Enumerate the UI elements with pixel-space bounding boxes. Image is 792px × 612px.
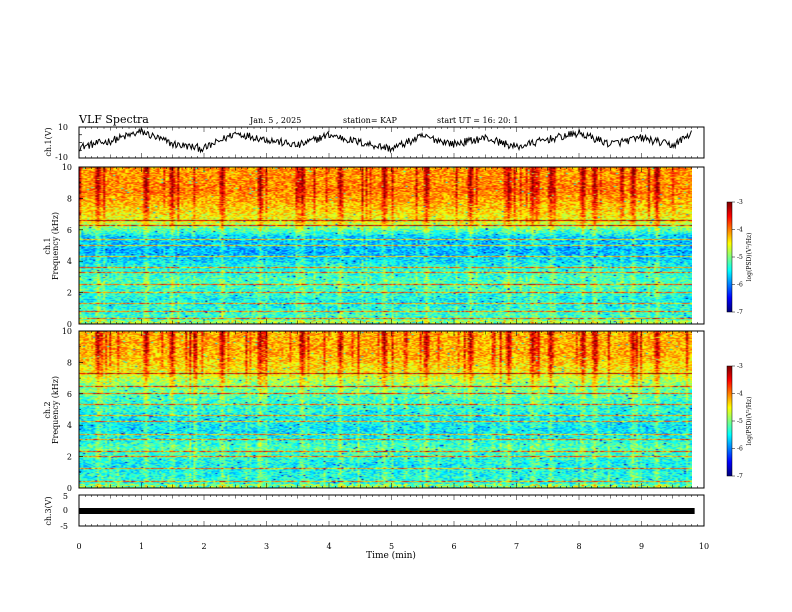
time-tick-label: 4 [326, 542, 331, 551]
ch2-colorbar-tick-label: -4 [737, 391, 743, 398]
time-tick-label: 2 [201, 542, 206, 551]
ch1-tick-top: 10 [58, 123, 68, 132]
ch1-colorbar: -3 -4 -5 -6 -7 log(PSD)(V²/Hz) [726, 199, 753, 316]
ch2-spectrogram-heatmap [79, 331, 692, 488]
ch1-spectrogram-ytick-label: 10 [62, 163, 72, 172]
time-tick-label: 1 [139, 542, 144, 551]
ch2-spectrogram-panel: 0 2 4 6 8 10 ch.2 Frequency (kHz) [43, 327, 705, 493]
time-tick-label: 10 [699, 542, 709, 551]
ch1-tick-bottom: -10 [55, 153, 68, 162]
time-axis-ticks: 0 1 2 3 4 5 6 7 8 9 10 [76, 127, 709, 551]
ch2-colorbar-tick-label: -3 [737, 363, 743, 370]
ch3-waveform-ylabel: ch.3(V) [44, 496, 53, 525]
time-tick-label: 5 [389, 542, 394, 551]
ch2-spectrogram-ytick-label: 2 [67, 453, 72, 462]
ch2-colorbar-gradient [727, 366, 732, 476]
ch2-spectrogram-ytick-label: 6 [67, 390, 72, 399]
ch2-colorbar-tick-label: -7 [737, 473, 743, 480]
ch2-spectrogram-ytick-label: 0 [67, 484, 72, 493]
ch1-spectrogram-heatmap [79, 167, 692, 324]
ch1-spectrogram-ytick-label: 6 [67, 226, 72, 235]
ch1-waveform-panel: 10 -10 ch.1(V) [44, 123, 705, 162]
station-label: station= KAP [343, 116, 398, 125]
ch1-spectrogram-ytick-label: 0 [67, 320, 72, 329]
ch2-spectrogram-channel-label: ch.2 [43, 401, 52, 418]
ch1-waveform-ylabel: ch.1(V) [44, 127, 53, 156]
ch1-colorbar-label: log(PSD)(V²/Hz) [746, 233, 753, 282]
ch3-waveform-band [79, 508, 695, 514]
date-label: Jan. 5 , 2025 [249, 116, 301, 125]
ch3-waveform-panel: 5 0 -5 ch.3(V) [44, 492, 705, 531]
ch2-colorbar: -3 -4 -5 -6 -7 log(PSD)(V²/Hz) [726, 363, 753, 480]
ch1-spectrogram-ytick-label: 2 [67, 289, 72, 298]
time-tick-label: 7 [514, 542, 519, 551]
ch2-spectrogram-ylabel: Frequency (kHz) [51, 376, 60, 444]
time-tick-label: 3 [264, 542, 269, 551]
ch2-colorbar-tick-label: -5 [737, 418, 743, 425]
time-tick-label: 6 [451, 542, 456, 551]
ch1-colorbar-tick-label: -5 [737, 254, 743, 261]
start-time-label: start UT = 16: 20: 1 [437, 116, 518, 125]
ch2-spectrogram-ytick-label: 8 [67, 358, 72, 367]
figure-title: VLF Spectra [78, 113, 149, 126]
ch1-colorbar-tick-label: -3 [737, 199, 743, 206]
ch3-tick-top: 5 [63, 492, 68, 501]
ch1-colorbar-tick-label: -6 [737, 282, 743, 289]
ch1-colorbar-tick-label: -7 [737, 309, 743, 316]
ch1-spectrogram-panel: 0 2 4 6 8 10 ch.1 Frequency (kHz) [43, 163, 705, 329]
time-axis-label: Time (min) [366, 550, 416, 561]
ch1-waveform-line [78, 127, 692, 154]
ch1-colorbar-gradient [727, 202, 732, 312]
time-tick-label: 9 [639, 542, 644, 551]
ch3-tick-bottom: -5 [60, 522, 68, 531]
ch1-spectrogram-ytick-label: 8 [67, 194, 72, 203]
time-tick-label: 0 [76, 542, 81, 551]
ch1-colorbar-tick-label: -4 [737, 227, 743, 234]
time-tick-label: 8 [576, 542, 581, 551]
ch2-spectrogram-ytick-label: 4 [67, 421, 72, 430]
ch1-spectrogram-ylabel: Frequency (kHz) [51, 212, 60, 280]
ch2-spectrogram-ytick-label: 10 [62, 327, 72, 336]
ch1-spectrogram-ytick-label: 4 [67, 257, 72, 266]
ch2-colorbar-label: log(PSD)(V²/Hz) [746, 397, 753, 446]
ch3-tick-middle: 0 [63, 506, 68, 515]
ch1-spectrogram-channel-label: ch.1 [43, 237, 52, 254]
ch2-colorbar-tick-label: -6 [737, 446, 743, 453]
